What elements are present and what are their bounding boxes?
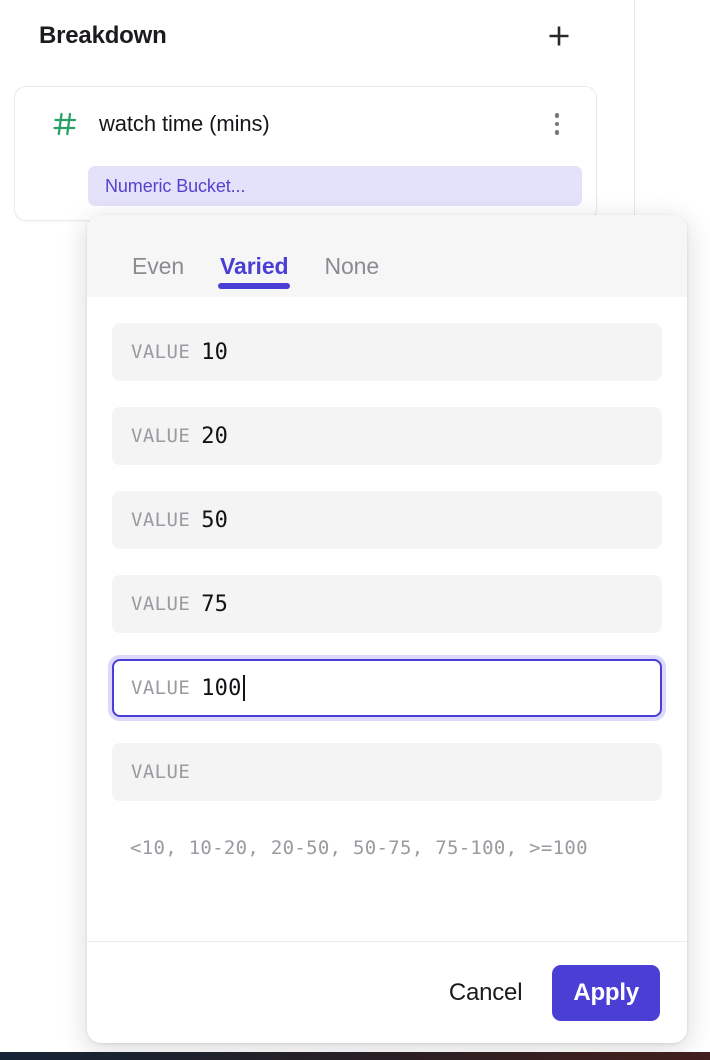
tab-even[interactable]: Even bbox=[114, 235, 202, 297]
value-row-empty[interactable]: VALUE bbox=[112, 743, 662, 801]
apply-button[interactable]: Apply bbox=[552, 964, 660, 1021]
text-caret bbox=[242, 675, 245, 701]
value-row-input[interactable]: 20 bbox=[201, 423, 229, 449]
value-row[interactable]: VALUE 50 bbox=[112, 491, 662, 549]
numeric-bucket-chip[interactable]: Numeric Bucket... bbox=[88, 166, 582, 206]
value-row-input[interactable]: 50 bbox=[201, 507, 229, 533]
value-row-label: VALUE bbox=[131, 425, 191, 447]
value-row[interactable]: VALUE 10 bbox=[112, 323, 662, 381]
popup-footer: Cancel Apply bbox=[87, 941, 687, 1043]
kebab-dot bbox=[554, 113, 560, 118]
value-row-label: VALUE bbox=[131, 341, 191, 363]
plus-icon bbox=[546, 23, 572, 49]
value-row-focused[interactable]: VALUE 100 bbox=[112, 659, 662, 717]
numeric-bucket-popup: Even Varied None VALUE 10 VALUE 20 VALUE… bbox=[87, 215, 687, 1043]
numeric-bucket-chip-label: Numeric Bucket... bbox=[105, 175, 246, 196]
kebab-dot bbox=[554, 121, 560, 127]
value-row-label: VALUE bbox=[131, 509, 191, 531]
kebab-dot bbox=[554, 130, 560, 135]
value-row-input[interactable]: 100 bbox=[201, 675, 242, 701]
tab-varied[interactable]: Varied bbox=[202, 235, 306, 297]
add-breakdown-button[interactable] bbox=[540, 17, 578, 55]
breakdown-card-row: watch time (mins) bbox=[15, 103, 596, 145]
tab-none[interactable]: None bbox=[306, 235, 397, 297]
breakdown-field-name: watch time (mins) bbox=[99, 111, 270, 136]
value-row-label: VALUE bbox=[131, 593, 191, 615]
os-bottom-bar bbox=[0, 1052, 710, 1060]
bucket-values-list: VALUE 10 VALUE 20 VALUE 50 VALUE 75 VALU… bbox=[87, 297, 687, 941]
value-row[interactable]: VALUE 20 bbox=[112, 407, 662, 465]
page-title: Breakdown bbox=[39, 22, 167, 49]
breakdown-header: Breakdown bbox=[0, 0, 600, 72]
kebab-menu-icon[interactable] bbox=[542, 107, 572, 141]
cancel-button[interactable]: Cancel bbox=[441, 969, 531, 1017]
value-row-input[interactable]: 10 bbox=[201, 339, 229, 365]
panel-divider bbox=[634, 0, 635, 216]
value-row-input[interactable]: 75 bbox=[201, 591, 229, 617]
hash-icon bbox=[51, 110, 81, 138]
value-row-label: VALUE bbox=[131, 677, 191, 699]
value-row[interactable]: VALUE 75 bbox=[112, 575, 662, 633]
bucket-mode-tabs: Even Varied None bbox=[87, 215, 687, 297]
bucket-preview-text: <10, 10-20, 20-50, 50-75, 75-100, >=100 bbox=[130, 837, 588, 859]
value-row-label: VALUE bbox=[131, 761, 191, 783]
